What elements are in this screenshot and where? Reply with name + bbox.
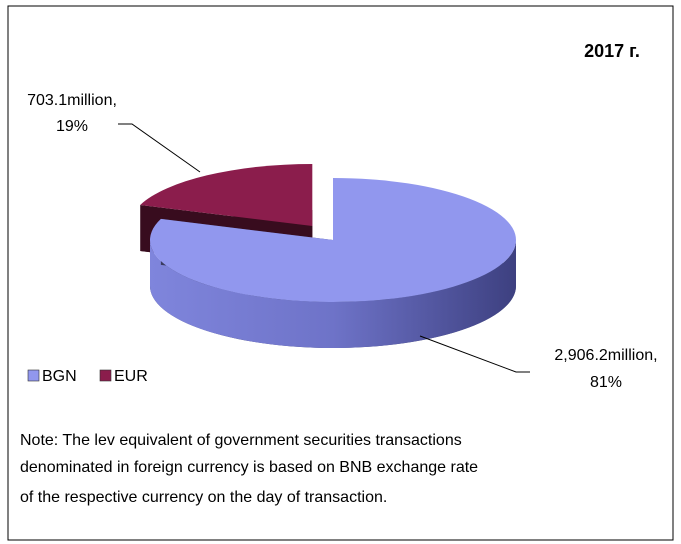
percent-label: 81%: [590, 374, 622, 391]
legend-swatch: [99, 369, 112, 382]
leader-line: [118, 123, 201, 173]
leader-line: [419, 335, 530, 373]
year-annotation: 2017 г.: [584, 41, 640, 61]
value-label: 703.1million,: [27, 92, 117, 109]
legend-label: EUR: [114, 368, 148, 385]
note-line: of the respective currency on the day of…: [20, 489, 387, 506]
note-line: denominated in foreign currency is based…: [20, 459, 478, 476]
slice-side: [150, 240, 516, 348]
slice: [150, 178, 516, 302]
slice: [140, 164, 313, 227]
note-line: Note: The lev equivalent of government s…: [20, 432, 462, 449]
legend: BGN EUR: [27, 368, 148, 385]
legend-label: BGN: [42, 368, 77, 385]
value-label: 2,906.2million,: [554, 347, 657, 364]
legend-swatch: [27, 369, 40, 382]
percent-label: 19%: [56, 118, 88, 135]
pie: [140, 164, 516, 348]
